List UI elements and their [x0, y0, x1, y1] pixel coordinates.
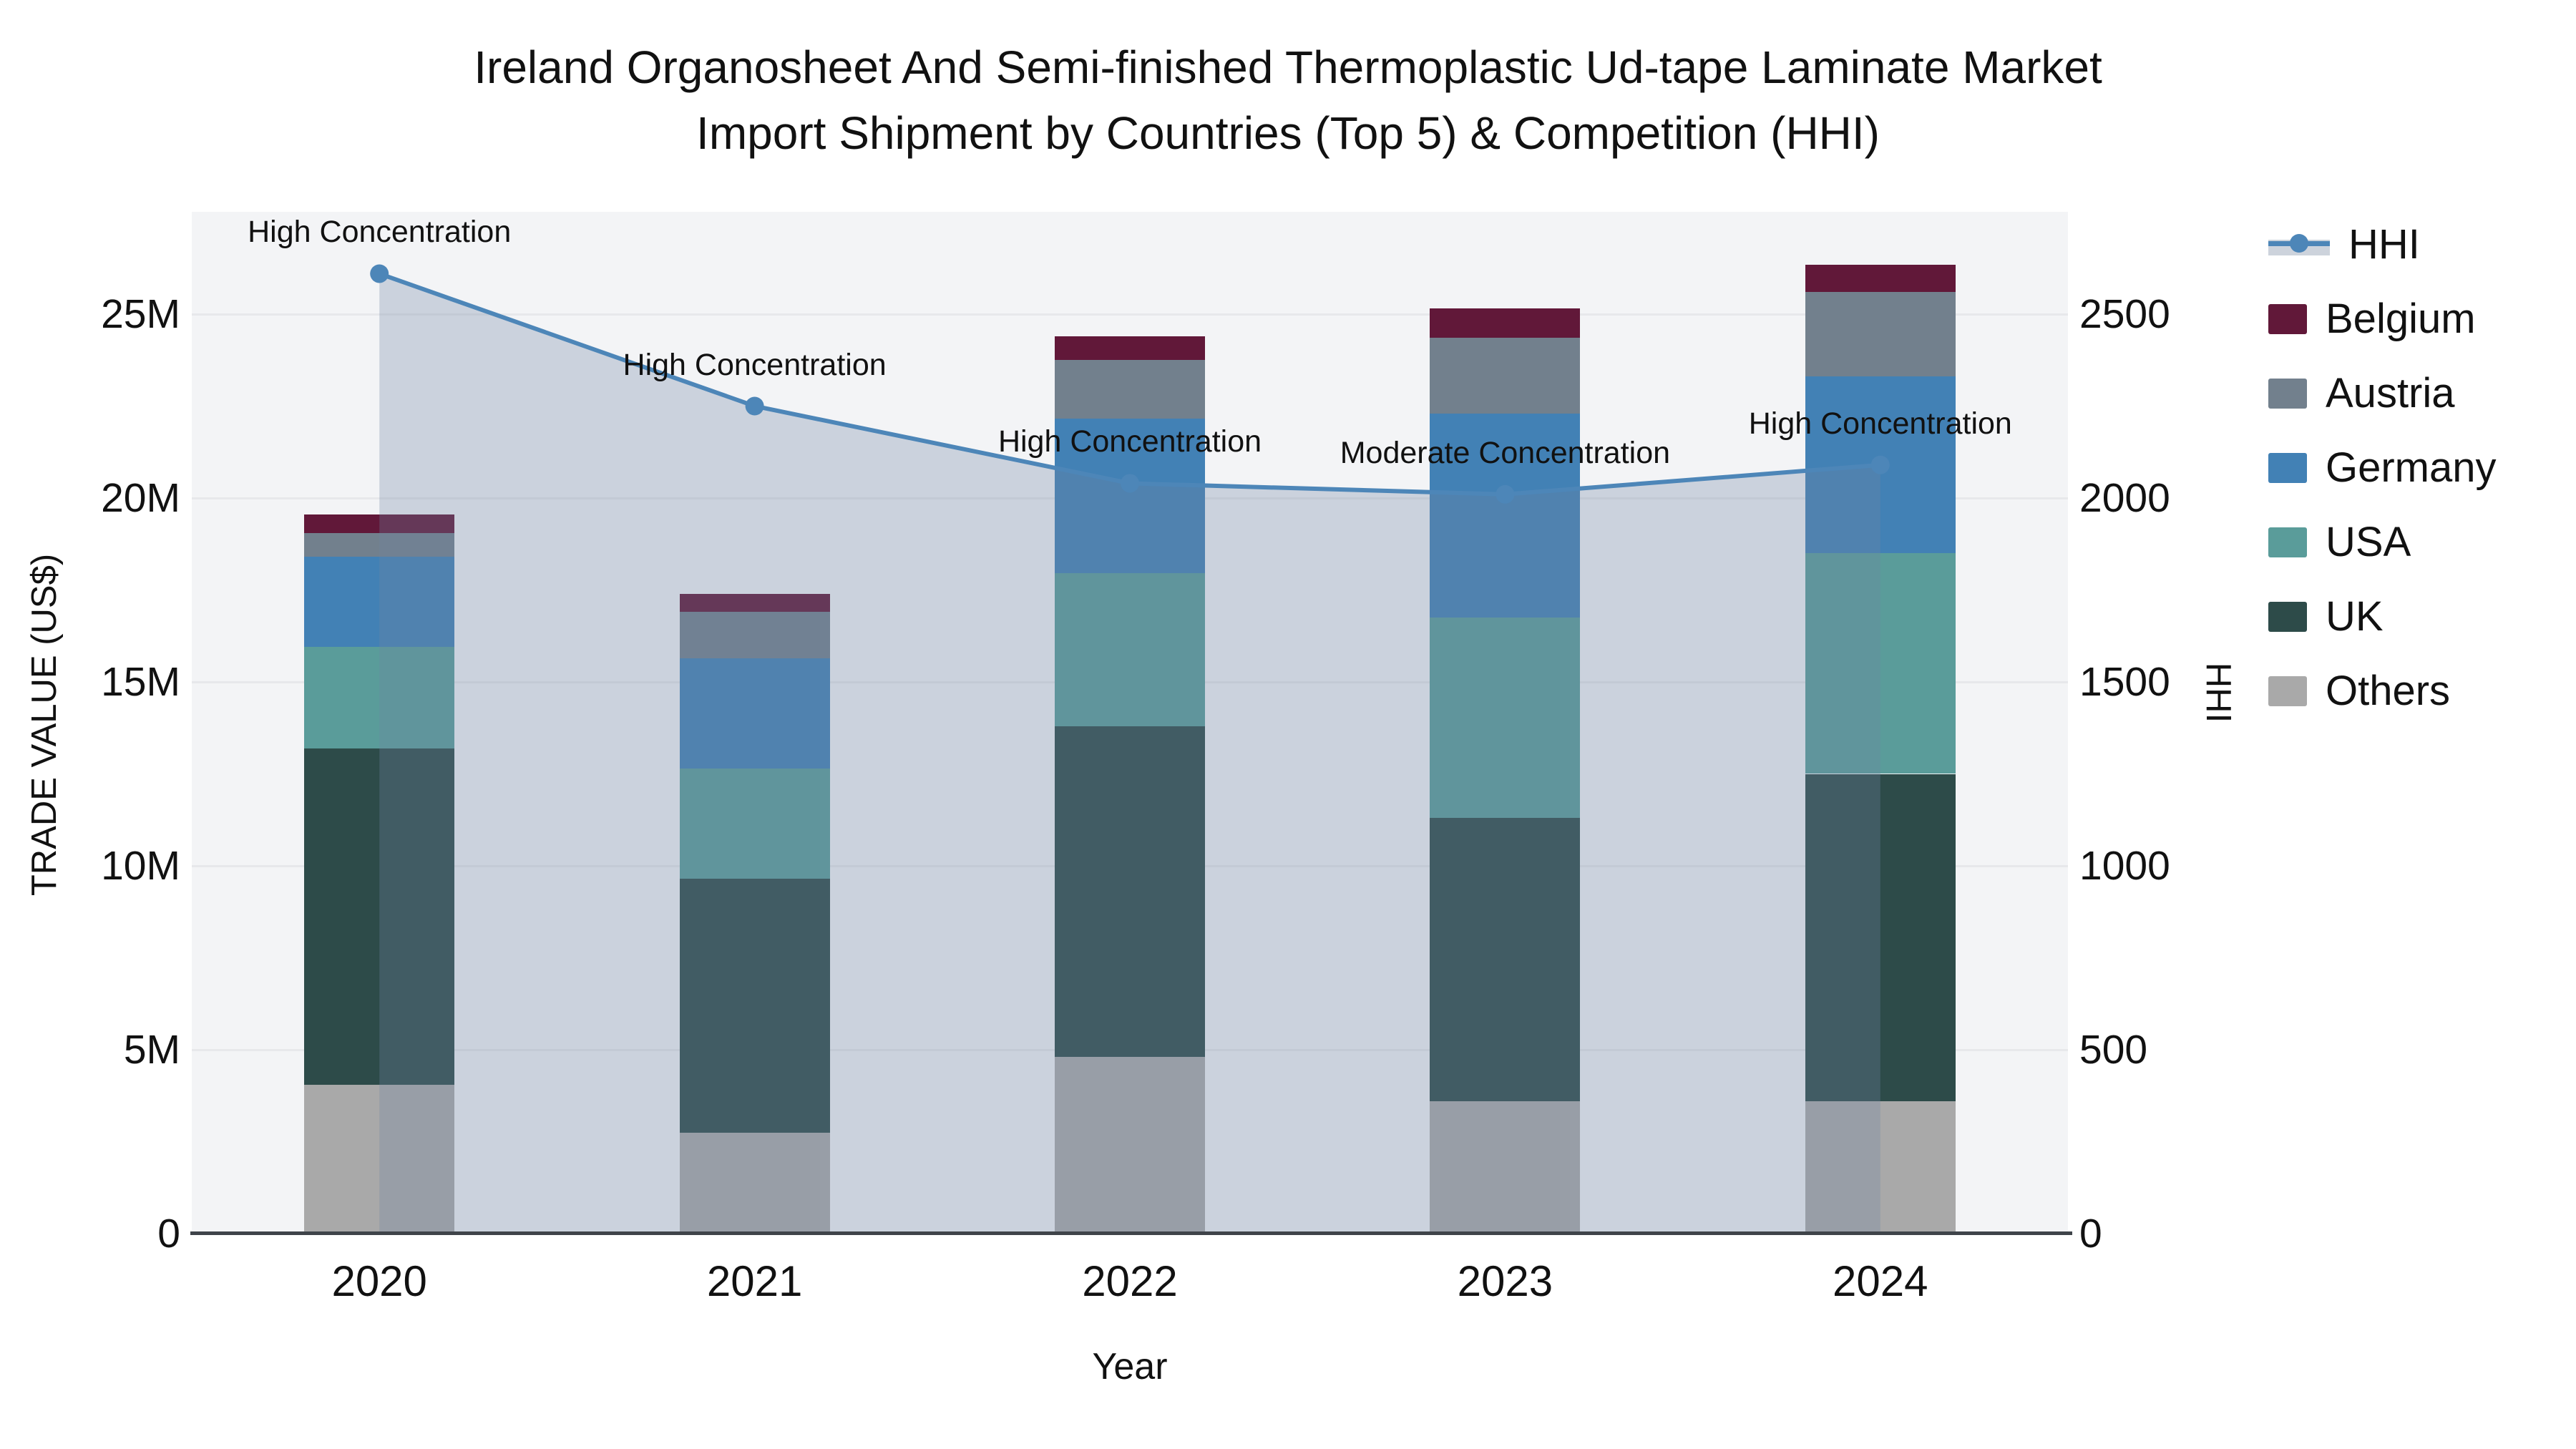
y-left-tick-20M: 20M	[101, 475, 180, 521]
bar-segment-uk-2022[interactable]	[1055, 726, 1205, 1058]
hhi-point-2022[interactable]	[1121, 474, 1139, 493]
x-tick-2020: 2020	[331, 1257, 427, 1305]
bar-segment-germany-2020[interactable]	[304, 557, 455, 648]
annotation-2020: High Concentration	[248, 215, 512, 250]
legend-label: UK	[2326, 593, 2384, 640]
y-left-tick-0: 0	[157, 1211, 180, 1257]
y-right-tick-2000: 2000	[2079, 475, 2170, 521]
bar-segment-others-2024[interactable]	[1805, 1101, 1956, 1234]
uk-swatch-icon	[2268, 601, 2307, 632]
bar-segment-others-2023[interactable]	[1430, 1101, 1581, 1234]
y-right-tick-1000: 1000	[2079, 843, 2170, 889]
annotation-2021: High Concentration	[623, 347, 887, 382]
bar-segment-austria-2022[interactable]	[1055, 360, 1205, 419]
hhi-line-layer	[370, 264, 1890, 1234]
bar-segment-belgium-2024[interactable]	[1805, 264, 1956, 293]
y-left-tick-15M: 15M	[101, 659, 180, 705]
bar-segment-usa-2021[interactable]	[679, 768, 830, 879]
bar-segment-others-2022[interactable]	[1055, 1057, 1205, 1234]
bar-segment-germany-2023[interactable]	[1430, 413, 1581, 618]
y-left-tick-25M: 25M	[101, 291, 180, 337]
bar-segment-others-2021[interactable]	[679, 1132, 830, 1234]
y-right-tick-500: 500	[2079, 1027, 2148, 1073]
chart-title-line1: Ireland Organosheet And Semi-finished Th…	[474, 42, 2102, 93]
bar-segment-uk-2023[interactable]	[1430, 818, 1581, 1101]
bar-segment-austria-2020[interactable]	[304, 532, 455, 557]
bar-segment-belgium-2022[interactable]	[1055, 336, 1205, 361]
plot-area: High Concentration High Concentration High…	[192, 212, 2068, 1235]
y-left-tick-5M: 5M	[123, 1027, 180, 1073]
bar-segment-austria-2024[interactable]	[1805, 292, 1956, 377]
legend-item-hhi[interactable]: HHI	[2268, 220, 2497, 268]
x-axis-title: Year	[1092, 1346, 1168, 1387]
bar-segment-uk-2020[interactable]	[304, 748, 455, 1085]
others-swatch-icon	[2268, 675, 2307, 706]
y-left-tick-10M: 10M	[101, 843, 180, 889]
hhi-line-icon	[2268, 230, 2330, 260]
legend-label: Belgium	[2326, 296, 2476, 342]
y-right-tick-0: 0	[2079, 1211, 2102, 1257]
bar-segment-uk-2024[interactable]	[1805, 774, 1956, 1101]
belgium-swatch-icon	[2268, 303, 2307, 334]
hhi-point-2023[interactable]	[1496, 484, 1515, 504]
bar-segment-austria-2021[interactable]	[679, 612, 830, 658]
legend-item-austria[interactable]: Austria	[2268, 369, 2497, 417]
hhi-point-2021[interactable]	[745, 396, 764, 416]
bar-segment-usa-2023[interactable]	[1430, 618, 1581, 819]
y-right-tick-2500: 2500	[2079, 291, 2170, 337]
bar-segment-belgium-2021[interactable]	[679, 593, 830, 613]
hhi-point-2024[interactable]	[1870, 455, 1890, 474]
gridline	[192, 313, 2068, 316]
legend-label: HHI	[2348, 221, 2420, 268]
y-axis-left-title: TRADE VALUE (US$)	[25, 553, 64, 897]
bar-segment-uk-2021[interactable]	[679, 878, 830, 1133]
legend-label: Austria	[2326, 370, 2455, 416]
x-tick-2023: 2023	[1457, 1257, 1553, 1305]
germany-swatch-icon	[2268, 452, 2307, 483]
hhi-area-fill	[379, 273, 1880, 1234]
hhi-point-2020[interactable]	[370, 264, 389, 283]
bar-segment-others-2020[interactable]	[304, 1084, 455, 1234]
bar-segment-belgium-2023[interactable]	[1430, 308, 1581, 338]
legend-label: Germany	[2326, 444, 2497, 491]
legend-label: Others	[2326, 668, 2451, 714]
bar-segment-germany-2021[interactable]	[679, 658, 830, 769]
legend: HHI Belgium Austria Germany USA UK Other…	[2268, 220, 2497, 715]
usa-swatch-icon	[2268, 527, 2307, 557]
bar-segment-usa-2024[interactable]	[1805, 553, 1956, 774]
x-axis-line	[190, 1231, 2072, 1235]
legend-item-others[interactable]: Others	[2268, 667, 2497, 715]
bar-segment-belgium-2020[interactable]	[304, 514, 455, 533]
x-tick-2022: 2022	[1082, 1257, 1178, 1305]
legend-item-uk[interactable]: UK	[2268, 592, 2497, 640]
legend-item-belgium[interactable]: Belgium	[2268, 295, 2497, 343]
legend-label: USA	[2326, 519, 2411, 565]
annotation-2024: High Concentration	[1748, 406, 2012, 441]
annotation-2022: High Concentration	[997, 424, 1262, 459]
x-tick-2021: 2021	[706, 1257, 803, 1305]
bar-segment-usa-2022[interactable]	[1055, 573, 1205, 726]
legend-item-germany[interactable]: Germany	[2268, 444, 2497, 492]
annotation-2023: Moderate Concentration	[1340, 435, 1671, 470]
y-axis-right-title: HHI	[2199, 662, 2238, 723]
bar-segment-usa-2020[interactable]	[304, 647, 455, 748]
y-right-tick-1500: 1500	[2079, 659, 2170, 705]
x-tick-2024: 2024	[1833, 1257, 1928, 1305]
chart-title-line2: Import Shipment by Countries (Top 5) & C…	[696, 107, 1880, 159]
legend-item-usa[interactable]: USA	[2268, 518, 2497, 566]
chart-title: Ireland Organosheet And Semi-finished Th…	[0, 34, 2576, 166]
austria-swatch-icon	[2268, 378, 2307, 409]
bar-segment-germany-2022[interactable]	[1055, 419, 1205, 574]
bar-segment-austria-2023[interactable]	[1430, 338, 1581, 414]
